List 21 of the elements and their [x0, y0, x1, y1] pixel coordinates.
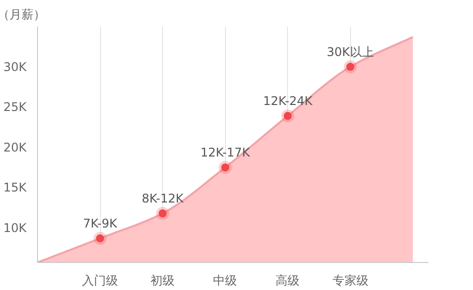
- x-tick-label: 专家级: [332, 274, 368, 288]
- x-tick-label: 高级: [276, 274, 300, 288]
- point: [94, 232, 107, 245]
- y-tick-label: 25K: [3, 100, 28, 114]
- point: [156, 206, 170, 220]
- data-label: 7K-9K: [83, 216, 118, 230]
- y-axis-title: （月薪）: [0, 8, 46, 22]
- point: [218, 160, 232, 174]
- y-tick-label: 10K: [3, 220, 28, 235]
- point: [281, 109, 294, 122]
- y-tick-label: 15K: [3, 180, 28, 195]
- x-tick-label: 中级: [213, 274, 238, 288]
- y-tick-label: 20K: [3, 140, 28, 154]
- x-tick-label: 初级: [150, 274, 175, 288]
- point: [344, 60, 357, 74]
- data-label: 12K-17K: [200, 145, 251, 160]
- x-tick-label: 入门级: [82, 274, 118, 288]
- data-label: 12K-24K: [263, 94, 314, 108]
- data-label: 8K-12K: [142, 191, 185, 206]
- y-tick-label: 30K: [3, 60, 28, 74]
- data-label: 30K以上: [326, 44, 374, 59]
